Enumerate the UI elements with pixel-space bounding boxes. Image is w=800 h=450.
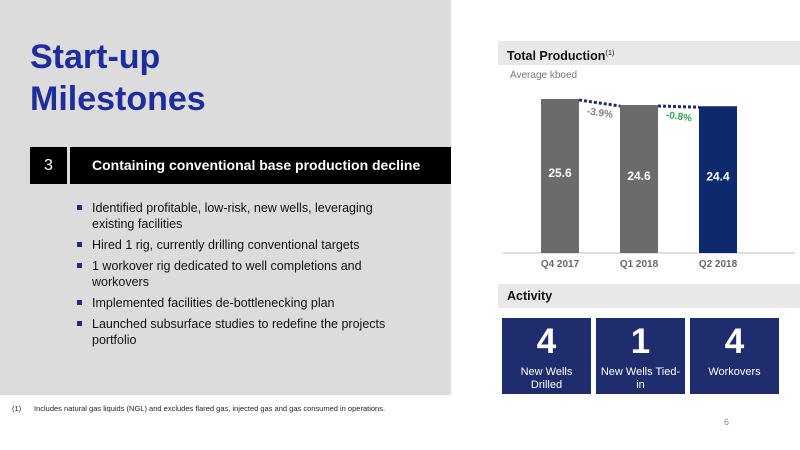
change-percentage-label: -3.9%	[586, 106, 614, 121]
activity-tile-wells-drilled: 4 New Wells Drilled	[502, 318, 591, 394]
bar-value-label: 25.6	[548, 166, 572, 180]
total-production-title: Total Production	[507, 49, 606, 64]
left-content-panel	[0, 0, 451, 395]
bar-q2-2018	[699, 106, 737, 253]
total-production-header: Total Production(1)	[498, 41, 800, 65]
slide-title-line-1: Start-up	[30, 38, 161, 76]
wells-drilled-value: 4	[536, 322, 557, 361]
chart-subtitle: Average kboed	[510, 70, 578, 81]
x-tick-label: Q1 2018	[620, 259, 659, 270]
wells-tied-in-value: 1	[630, 322, 651, 361]
bar-value-label: 24.4	[706, 170, 730, 184]
footnote: (1) Includes natural gas liquids (NGL) an…	[12, 404, 385, 413]
milestones-bullet-list: Identified profitable, low-risk, new wel…	[77, 200, 397, 353]
x-tick-label: Q2 2018	[699, 259, 738, 270]
footnote-reference: (1)	[605, 48, 615, 57]
change-percentage-label: -0.8%	[665, 110, 693, 125]
workovers-label: Workovers	[708, 366, 761, 378]
bar-value-label: 24.6	[627, 169, 651, 183]
bullet-item: 1 workover rig dedicated to well complet…	[77, 258, 397, 290]
bullet-item: Implemented facilities de-bottlenecking …	[77, 295, 397, 311]
bar-q4-2017	[541, 99, 579, 253]
section-number: 3	[30, 147, 70, 184]
workovers-value: 4	[724, 322, 745, 361]
change-connector	[657, 104, 700, 109]
wells-drilled-label: New Wells Drilled	[520, 366, 573, 391]
x-tick-label: Q4 2017	[541, 259, 580, 270]
activity-tile-workovers: 4 Workovers	[690, 318, 779, 394]
activity-header: Activity	[498, 284, 800, 308]
bullet-item: Hired 1 rig, currently drilling conventi…	[77, 237, 397, 253]
bullet-item: Launched subsurface studies to redefine …	[77, 316, 397, 348]
slide-title: Start-up Milestones	[30, 36, 330, 120]
bar-q1-2018	[620, 105, 658, 253]
production-bar-chart: 25.6 Q4 2017 24.6 Q1 2018 24.4 Q2 2018 -3.9% -0…	[503, 98, 795, 270]
change-connector	[578, 98, 621, 108]
slide-title-line-2: Milestones	[30, 80, 206, 118]
wells-tied-in-label: New Wells Tied-in	[600, 366, 681, 391]
section-title: Containing conventional base production …	[92, 157, 421, 173]
activity-tile-wells-tied-in: 1 New Wells Tied-in	[596, 318, 685, 394]
footnote-text: Includes natural gas liquids (NGL) and e…	[34, 404, 386, 413]
footnote-marker: (1)	[12, 404, 22, 413]
page-number: 6	[724, 417, 730, 427]
section-heading-bar: 3 Containing conventional base productio…	[30, 147, 451, 184]
bullet-item: Identified profitable, low-risk, new wel…	[77, 200, 397, 232]
